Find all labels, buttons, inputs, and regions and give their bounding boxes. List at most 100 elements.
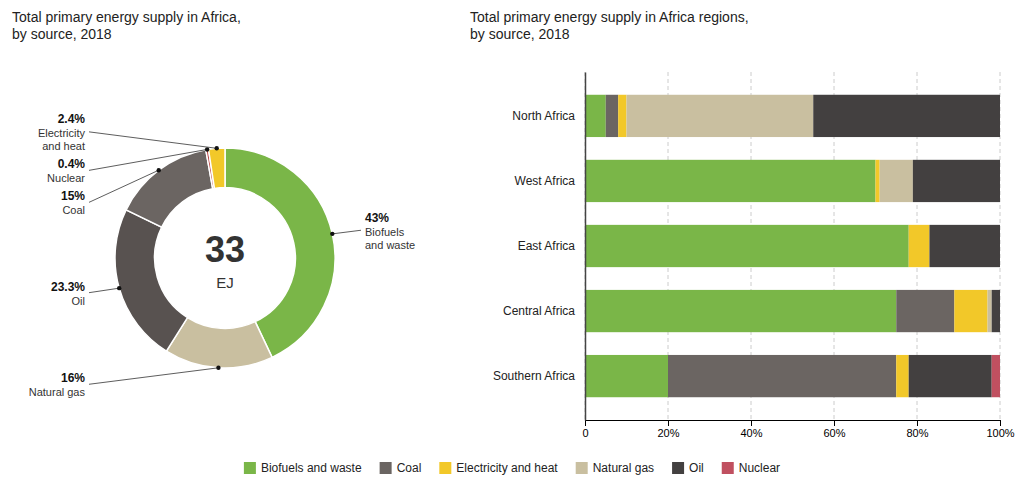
bar-segment [992,290,1000,332]
y-tick: Central Africa [503,304,575,318]
y-tick: Southern Africa [493,369,575,383]
leader-dot [205,147,209,151]
slice-label-line: and heat [42,140,85,152]
slice-label-line: Natural gas [29,386,86,398]
y-axis-line [585,73,587,421]
bar-segment [929,225,1000,267]
leader-dot [215,146,219,150]
y-tick: East Africa [518,239,576,253]
slice-label: Natural gas [29,386,86,398]
leader-line [89,132,217,148]
x-tick-label: 20% [657,427,679,439]
data-label: 0.4% [58,157,86,171]
x-axis: 0 20% 40% 60% 80% 100% [582,420,1014,439]
x-tick-mark [585,420,586,426]
series [992,355,1000,397]
bars [585,95,1000,397]
title-line: Total primary energy supply in Africa re… [470,9,749,25]
data-label: 43% [365,211,389,225]
center-text: 33 [205,229,245,270]
legend-item: Biofuels and waste [244,461,362,475]
y-axis: North Africa West Africa East Africa Centra… [493,73,586,421]
slice-label-line: and waste [365,239,415,251]
grid [585,72,1000,420]
leader-dot [330,232,334,236]
chart-title: Total primary energy supply in Africa,by… [12,9,241,42]
leader-dot [117,286,121,290]
x-tick-label: 100% [986,427,1014,439]
bar-segment [909,355,992,397]
x-tick-mark [751,420,752,426]
leader-dot [157,168,161,172]
bar-segment [606,95,618,137]
bar-segment [627,95,814,137]
y-tick: North Africa [512,109,575,123]
bar-segment [585,290,896,332]
slice-label-line: Electricity [38,127,86,139]
y-tick: West Africa [515,174,576,188]
slice-label: Nuclear [47,172,85,184]
leader-dot [216,366,220,370]
center-text: EJ [216,274,234,291]
x-tick: 0 [582,420,588,439]
chart-title: Total primary energy supply in Africa re… [470,9,749,42]
title-line: Total primary energy supply in Africa, [12,9,241,25]
bar-segment [585,225,909,267]
leader-line [89,288,119,293]
figure: Total primary energy supply in Africa, by… [0,0,1024,490]
x-tick-label: 60% [823,427,845,439]
grid-line [585,72,586,420]
legend-item: Nuclear [722,461,780,475]
title-line: by source, 2018 [470,26,570,42]
bar-segment [909,225,930,267]
bar-segment [988,290,992,332]
x-tick-label: 0 [582,427,588,439]
legend-label: Oil [689,461,704,475]
bar-segment [1000,160,1001,202]
x-tick-mark [917,420,918,426]
slice-label: Coal [62,204,85,216]
legend-swatch [439,462,451,474]
y-tick-label: West Africa [515,174,576,188]
series [606,95,955,397]
x-tick-mark [834,420,835,426]
y-tick-label: North Africa [512,109,575,123]
slice-label-line: Nuclear [47,172,85,184]
bar-segment [1000,95,1001,137]
legend: Biofuels and wasteCoalElectricity and he… [244,461,780,475]
y-tick-label: East Africa [518,239,576,253]
x-axis-line [586,420,1001,421]
bar-segment [585,355,668,397]
slice [115,210,187,351]
legend-label: Nuclear [739,461,780,475]
data-label: 16% [61,371,85,385]
bar-segment [913,160,1000,202]
slice-label-line: Biofuels [365,226,405,238]
bar-segment [585,160,876,202]
y-tick-label: Central Africa [503,304,575,318]
slice-label: Biofuelsand waste [365,226,415,251]
x-tick-mark [668,420,669,426]
bar-segment [876,160,880,202]
bar-segment [813,95,1000,137]
leader-line [89,368,218,384]
series [585,95,909,397]
legend-item: Coal [380,461,422,475]
legend-swatch [576,462,588,474]
legend-item: Oil [672,461,704,475]
legend-swatch [722,462,734,474]
x-tick: 100% [986,420,1014,439]
data-label: 15% [61,189,85,203]
x-tick: 60% [823,420,845,439]
slice [208,148,225,188]
x-tick: 40% [740,420,762,439]
x-tick-label: 80% [906,427,928,439]
bar-segment [954,290,987,332]
slice-label: Oil [72,295,85,307]
bar-segment [668,355,896,397]
slice-label: Electricityand heat [38,127,86,152]
leader-line [89,170,159,202]
bar-segment [618,95,626,137]
legend-item: Natural gas [576,461,654,475]
bar-segment [1000,225,1001,267]
